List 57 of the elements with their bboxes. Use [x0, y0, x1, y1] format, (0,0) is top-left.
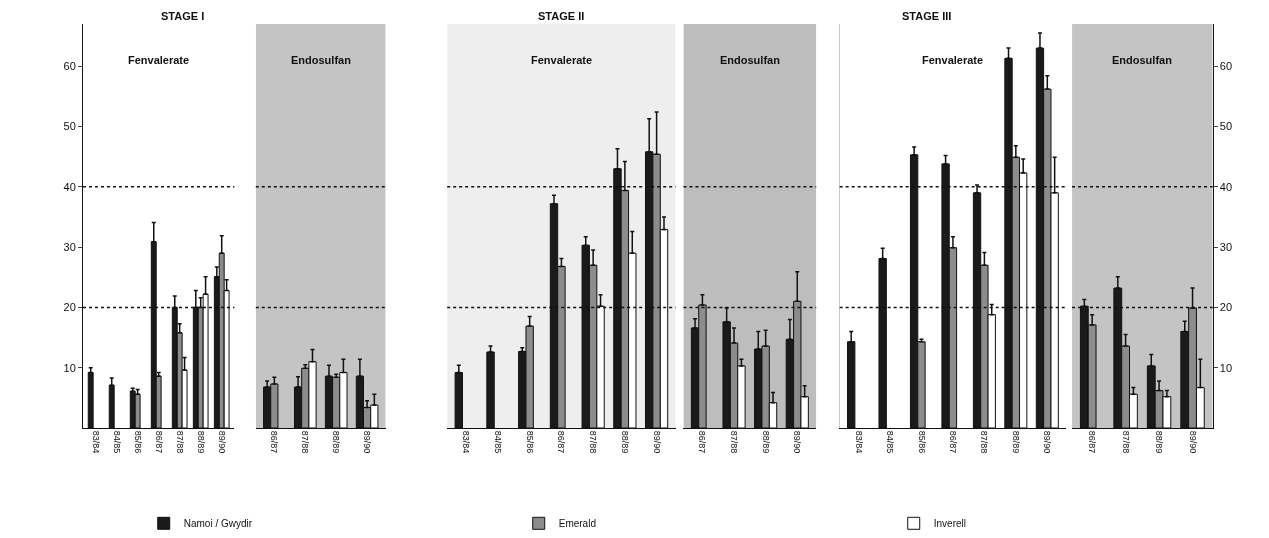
- x-tick-label: 88/89: [331, 430, 342, 454]
- x-tick-label: 83/84: [461, 430, 472, 454]
- y-tick-label: 40: [63, 180, 76, 193]
- x-tick-label: 84/85: [111, 430, 122, 454]
- x-tick-label: 83/84: [853, 430, 864, 454]
- x-tick-label: 87/88: [174, 430, 185, 454]
- y-tick-label: 30: [63, 240, 76, 253]
- x-tick-label: 87/88: [588, 430, 599, 454]
- y-tick-label: 60: [1219, 60, 1233, 73]
- legend-label: Namoi / Gwydir: [183, 518, 253, 530]
- y-tick-label: 10: [63, 361, 76, 374]
- x-tick-label: 88/89: [760, 430, 771, 454]
- y-tick-label: 30: [1219, 240, 1233, 253]
- x-tick-label: 86/87: [948, 430, 958, 454]
- x-tick-label: 89/90: [1187, 430, 1198, 454]
- x-tick-label: 88/89: [1010, 430, 1021, 454]
- y-tick-label: 20: [1219, 301, 1233, 314]
- x-tick-label: 87/88: [300, 430, 311, 454]
- text: Endosulfan: [291, 54, 352, 66]
- x-tick-label: 86/87: [556, 430, 567, 454]
- text: Fenvalerate: [128, 54, 190, 66]
- x-tick-label: 86/87: [269, 430, 280, 454]
- x-tick-label: 88/89: [1154, 430, 1165, 454]
- x-tick-label: 89/90: [1042, 430, 1053, 454]
- text: Fenvalerate: [531, 54, 593, 66]
- x-tick-label: 83/84: [90, 430, 101, 454]
- x-tick-label: 88/89: [195, 430, 206, 454]
- x-tick-label: 89/90: [362, 430, 373, 454]
- text: Fenvalerate: [922, 54, 984, 66]
- x-tick-label: 88/89: [619, 430, 630, 454]
- y-tick-label: 40: [1219, 180, 1233, 193]
- x-tick-label: 86/87: [697, 430, 708, 454]
- x-tick-label: 87/88: [1120, 430, 1131, 454]
- y-tick-label: 50: [63, 120, 76, 133]
- text: Endosulfan: [720, 54, 781, 66]
- x-tick-label: 84/85: [885, 430, 896, 454]
- chart-title: STAGE III: [902, 10, 952, 22]
- y-tick-label: 10: [1219, 361, 1233, 374]
- text: Endosulfan: [1112, 54, 1173, 66]
- x-tick-label: 85/86: [132, 430, 143, 454]
- legend-label: Inverell: [933, 518, 966, 530]
- x-tick-label: 86/87: [1087, 430, 1098, 454]
- chart-title: STAGE II: [538, 10, 585, 22]
- x-tick-label: 89/90: [216, 430, 227, 454]
- x-tick-label: 85/86: [524, 430, 535, 454]
- x-tick-label: 87/88: [729, 430, 740, 454]
- chart-title: STAGE I: [161, 10, 205, 22]
- x-tick-label: 89/90: [651, 430, 662, 454]
- x-tick-label: 84/85: [493, 430, 504, 454]
- x-tick-label: 89/90: [792, 430, 803, 454]
- legend-label: Emerald: [558, 518, 596, 530]
- y-tick-label: 20: [63, 301, 76, 314]
- y-tick-label: 50: [1219, 120, 1233, 133]
- x-tick-label: 85/86: [916, 430, 927, 454]
- x-tick-label: 87/88: [979, 430, 990, 454]
- y-tick-label: 60: [63, 60, 76, 73]
- x-tick-label: 86/87: [153, 430, 164, 454]
